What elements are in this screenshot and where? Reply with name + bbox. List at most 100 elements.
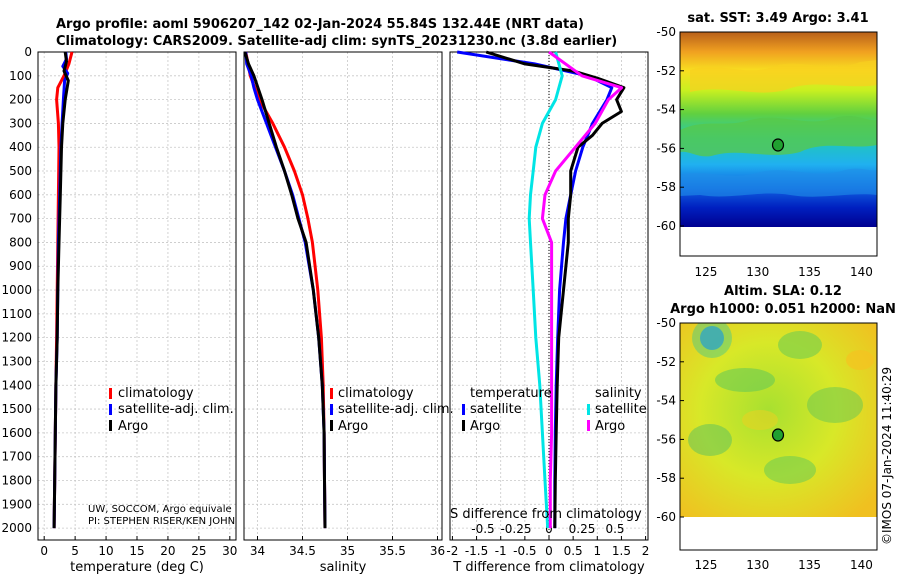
depth-tick-label: 1500 <box>1 402 32 416</box>
sst-lat-tick-labels: -50 -52 -54 -56 -58 -60 <box>656 25 684 233</box>
x-tick-label: -2 <box>446 544 458 558</box>
x-tick-label: 34.5 <box>289 544 316 558</box>
sla-lon-tick-labels: 125 130 135 140 <box>694 558 872 572</box>
depth-tick-label: 1400 <box>1 378 32 392</box>
difference-panel: -2 -1.5 -1 -0.5 0 0.5 1 1.5 2 -0.5 -0.25 0 0.25 0.5 … <box>446 50 650 575</box>
lon-tick-label: 135 <box>798 558 821 572</box>
depth-tick-label: 800 <box>9 235 32 249</box>
salinity-tick-labels: 34 34.5 35 35.5 36 <box>250 536 445 558</box>
s-difference-xlabel: S difference from climatology <box>450 507 642 522</box>
sla-map: Altim. SLA: 0.12 Argo h1000: 0.051 h2000… <box>656 284 895 572</box>
figure-title-line1: Argo profile: aoml 5906207_142 02-Jan-20… <box>56 17 584 32</box>
lat-tick-label: -56 <box>656 432 676 446</box>
x-tick-label: 1 <box>593 544 601 558</box>
temperature-legend: climatology satellite-adj. clim. Argo <box>109 386 234 434</box>
legend-label-climatology: climatology <box>338 386 414 401</box>
x-tick-label: 0 <box>545 544 553 558</box>
depth-tick-label: 200 <box>9 93 32 107</box>
depth-tick-label: 500 <box>9 164 32 178</box>
x-tick-label: 35 <box>340 544 355 558</box>
legend-swatch-argo <box>109 420 112 431</box>
s-tick-label: 0 <box>545 522 553 536</box>
lat-tick-label: -52 <box>656 64 676 78</box>
depth-tick-label: 600 <box>9 188 32 202</box>
depth-tick-label: 100 <box>9 69 32 83</box>
difference-lines <box>456 50 626 529</box>
series-line-argo-salinity <box>540 50 624 529</box>
sst-field-features <box>680 60 877 197</box>
difference-legend: temperature salinity satellite Argo sate… <box>462 386 647 434</box>
sla-field-features <box>688 323 874 484</box>
imos-watermark: ©IMOS 07-Jan-2024 11:40:29 <box>880 367 894 545</box>
x-tick-label: 15 <box>129 544 144 558</box>
sst-map: sat. SST: 3.49 Argo: 3.41 -50-52-54-56-5… <box>656 11 878 279</box>
legend-label-satellite: satellite-adj. clim. <box>118 402 234 417</box>
salinity-xlabel: salinity <box>320 560 367 575</box>
x-tick-label: 30 <box>222 544 237 558</box>
series-line-argo <box>52 51 70 529</box>
temperature-xlabel: temperature (deg C) <box>70 560 204 575</box>
depth-tick-label: 1000 <box>1 283 32 297</box>
sla-map-title2: Argo h1000: 0.051 h2000: NaN <box>670 302 896 317</box>
t-difference-xlabel: T difference from climatology <box>452 560 645 575</box>
difference-grid <box>450 51 648 540</box>
sla-map-title1: Altim. SLA: 0.12 <box>724 284 842 299</box>
sla-blank-area <box>680 517 877 550</box>
lat-tick-label: -54 <box>656 103 676 117</box>
x-tick-label: 5 <box>71 544 79 558</box>
lon-tick-label: 125 <box>694 265 717 279</box>
legend-head-salinity: salinity <box>595 386 642 401</box>
depth-tick-label: 2000 <box>1 521 32 535</box>
legend-swatch-satellite <box>330 404 333 415</box>
lon-tick-label: 140 <box>850 558 873 572</box>
depth-tick-label: 1300 <box>1 354 32 368</box>
sst-lon-tick-labels: 125 130 135 140 <box>694 265 872 279</box>
legend-swatch-t-satellite <box>462 404 465 415</box>
legend-swatch-satellite <box>109 404 112 415</box>
lat-tick-label: -54 <box>656 394 676 408</box>
legend-label-argo: Argo <box>338 419 368 434</box>
sla-lat-tick-labels: -50 -52 -54 -56 -58 -60 <box>656 316 684 524</box>
lat-tick-label: -60 <box>656 510 676 524</box>
s-tick-label: 0.25 <box>569 522 596 536</box>
x-tick-label: -0.5 <box>513 544 536 558</box>
legend-swatch-climatology <box>109 388 112 399</box>
lat-tick-label: -58 <box>656 180 676 194</box>
s-difference-tick-labels: -0.5 -0.25 0 0.25 0.5 <box>471 522 624 536</box>
lon-tick-label: 140 <box>850 265 873 279</box>
legend-label-s-satellite: satellite <box>595 402 647 417</box>
legend-swatch-s-argo <box>587 420 590 431</box>
figure-title-line2: Climatology: CARS2009. Satellite-adj cli… <box>56 34 617 49</box>
sst-map-frame <box>679 31 878 257</box>
depth-tick-label: 1900 <box>1 497 32 511</box>
argo-position-marker-sla <box>771 428 785 442</box>
lat-tick-label: -58 <box>656 471 676 485</box>
x-tick-label: 25 <box>191 544 206 558</box>
sst-map-title: sat. SST: 3.49 Argo: 3.41 <box>687 11 868 26</box>
series-line-argo <box>243 51 327 529</box>
x-tick-label: 0 <box>40 544 48 558</box>
legend-label-t-argo: Argo <box>470 419 500 434</box>
sst-blank-area <box>680 227 877 256</box>
depth-tick-label: 700 <box>9 212 32 226</box>
series-line-argo-temperature <box>485 50 626 529</box>
argo-position-marker-sst <box>771 138 785 152</box>
s-tick-label: -0.25 <box>500 522 531 536</box>
temperature-grid <box>38 51 236 540</box>
x-tick-label: -1.5 <box>465 544 488 558</box>
depth-tick-label: 1200 <box>1 331 32 345</box>
legend-label-argo: Argo <box>118 419 148 434</box>
float-pi-note: PI: STEPHEN RISER/KEN JOHN <box>88 516 235 527</box>
sla-map-frame <box>679 322 878 551</box>
x-tick-label: 35.5 <box>379 544 406 558</box>
depth-tick-label: 1700 <box>1 450 32 464</box>
salinity-axes-frame <box>243 51 443 541</box>
lat-tick-label: -60 <box>656 219 676 233</box>
legend-head-temperature: temperature <box>470 386 552 401</box>
depth-tick-label: 1800 <box>1 473 32 487</box>
x-tick-label: 2 <box>642 544 650 558</box>
lon-tick-label: 130 <box>746 558 769 572</box>
legend-swatch-climatology <box>330 388 333 399</box>
temperature-panel: 0100200300400500600700800900100011001200… <box>1 45 237 575</box>
